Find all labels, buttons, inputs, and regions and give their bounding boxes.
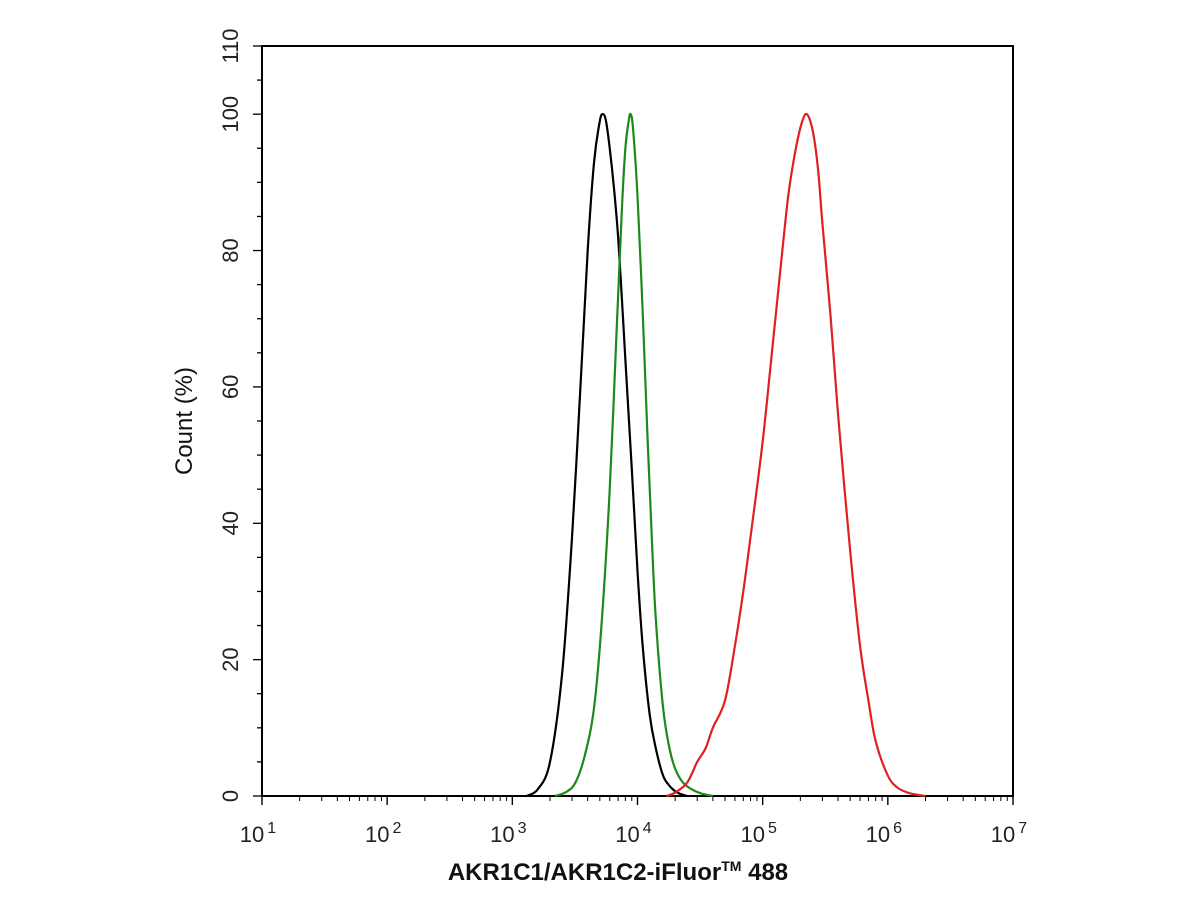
x-tick-base: 10	[240, 822, 264, 847]
x-tick-label: 10 4	[615, 820, 651, 847]
series-line-1	[526, 113, 688, 798]
plot-frame	[261, 45, 1014, 797]
x-axis-title: AKR1C1/AKR1C2-iFluorTM 488	[448, 858, 788, 886]
y-tick-label: 100	[218, 96, 243, 133]
x-axis-title-suffix: 488	[741, 859, 788, 886]
x-tick-base: 10	[490, 822, 514, 847]
y-tick-label: 40	[218, 511, 243, 535]
series-line-2	[554, 112, 714, 798]
x-tick-exponent: 6	[893, 820, 902, 837]
x-axis-title-main: AKR1C1/AKR1C2-iFluor	[448, 859, 721, 886]
y-tick-label: 0	[218, 790, 243, 802]
x-tick-label: 10 5	[740, 820, 776, 847]
series-line-3	[665, 112, 926, 798]
x-tick-base: 10	[866, 822, 890, 847]
x-tick-label: 10 6	[866, 820, 902, 847]
x-tick-exponent: 1	[267, 820, 276, 837]
y-tick-label: 60	[218, 375, 243, 399]
x-tick-base: 10	[615, 822, 639, 847]
x-tick-exponent: 7	[1018, 820, 1027, 837]
y-axis-title: Count (%)	[171, 367, 198, 475]
x-tick-exponent: 3	[518, 820, 527, 837]
x-tick-label: 10 1	[240, 820, 276, 847]
x-tick-exponent: 2	[392, 820, 401, 837]
y-tick-label: 110	[218, 28, 243, 63]
x-tick-label: 10 7	[991, 820, 1027, 847]
y-tick-label: 20	[218, 647, 243, 671]
x-tick-exponent: 5	[768, 820, 777, 837]
x-tick-base: 10	[991, 822, 1015, 847]
y-tick-label: 80	[218, 238, 243, 262]
x-axis: 10 1 10 2 10 3 10 4 10 5 10 6 10 7	[240, 796, 1027, 847]
x-axis-title-tm: TM	[721, 858, 741, 874]
x-tick-label: 10 3	[490, 820, 526, 847]
x-tick-base: 10	[740, 822, 764, 847]
series-layer	[526, 112, 926, 798]
x-tick-exponent: 4	[643, 820, 652, 837]
y-axis: 0 20 40 60 80 100 110	[218, 28, 262, 802]
x-tick-base: 10	[365, 822, 389, 847]
x-tick-label: 10 2	[365, 820, 401, 847]
